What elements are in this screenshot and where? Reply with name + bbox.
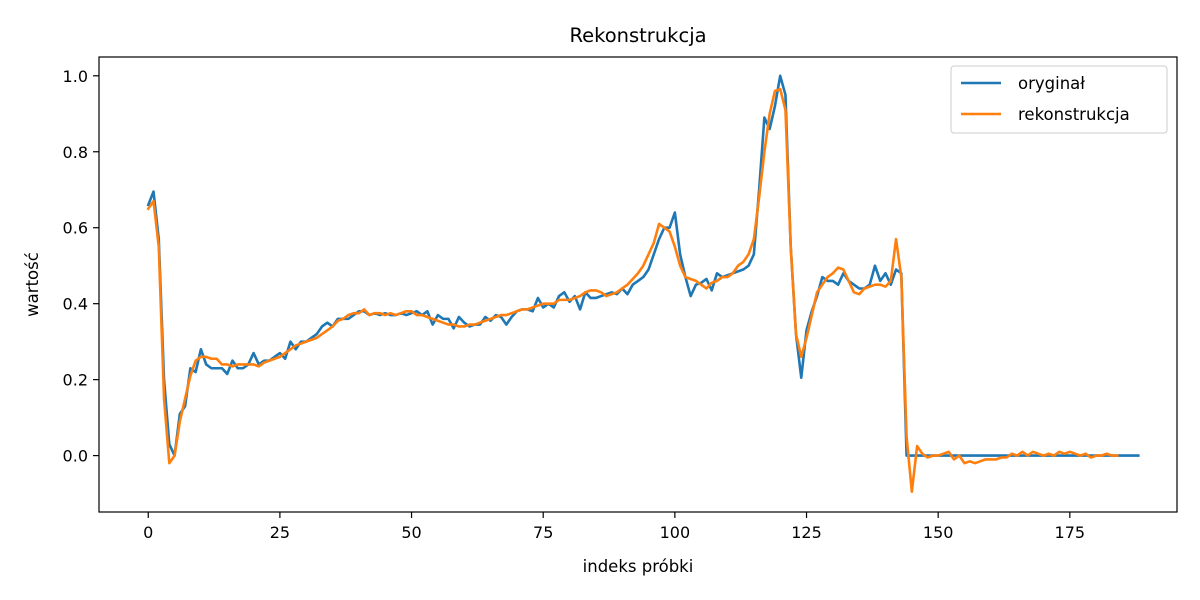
x-axis-label: indeks próbki [583, 557, 694, 576]
y-tick-label: 0.6 [63, 219, 88, 238]
x-tick-label: 175 [1055, 523, 1086, 542]
y-axis-label: wartość [23, 252, 42, 317]
x-tick-label: 150 [923, 523, 954, 542]
x-tick-label: 125 [791, 523, 822, 542]
axes-frame [98, 56, 1178, 513]
legend-box [950, 65, 1168, 134]
series-line-original [146, 74, 1140, 457]
x-tick-label: 50 [401, 523, 421, 542]
legend-label-original: oryginał [1018, 74, 1085, 93]
legend-label-reconstruction: rekonstrukcja [1018, 105, 1130, 124]
legend: oryginał rekonstrukcja [950, 65, 1168, 134]
y-tick-label: 0.4 [63, 295, 88, 314]
y-tick-label: 1.0 [63, 67, 88, 86]
y-axis-ticks: 0.0 0.2 0.4 0.6 0.8 1.0 [63, 67, 99, 466]
series-layer [146, 74, 1140, 493]
plot-area [98, 56, 1178, 513]
y-tick-label: 0.8 [63, 143, 88, 162]
y-tick-label: 0.2 [63, 371, 88, 390]
x-axis-ticks: 0 25 50 75 100 125 150 175 [143, 512, 1085, 542]
x-tick-label: 0 [143, 523, 153, 542]
chart-title: Rekonstrukcja [569, 24, 706, 47]
x-tick-label: 25 [270, 523, 290, 542]
x-tick-label: 100 [660, 523, 691, 542]
series-line-reconstruction [146, 87, 1119, 493]
y-tick-label: 0.0 [63, 447, 88, 466]
x-tick-label: 75 [533, 523, 553, 542]
